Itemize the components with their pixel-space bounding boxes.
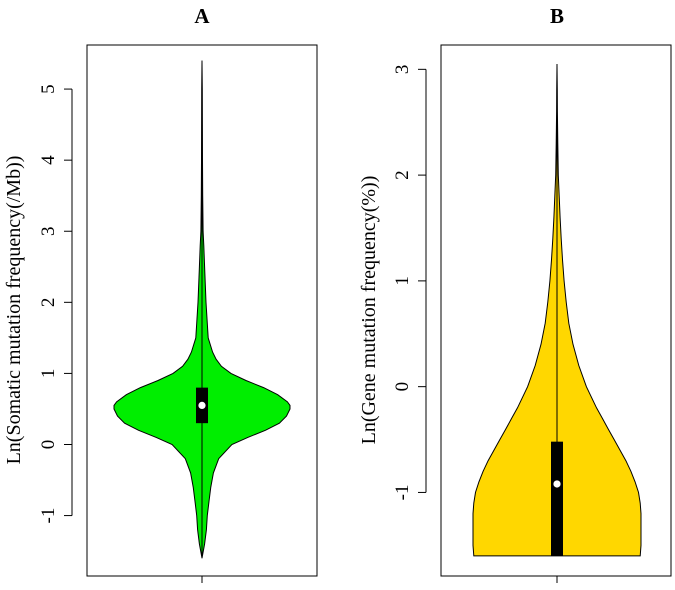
panel-a-y-tick-label: -1 xyxy=(38,508,59,524)
panel-b-y-tick-label: 1 xyxy=(392,276,413,286)
panel-a: A -1 0 1 2 3 4 5 Ln(Somatic mutation frequency… xyxy=(3,4,318,583)
panel-a-title: A xyxy=(194,4,210,28)
panel-a-y-tick-label: 2 xyxy=(38,298,59,308)
panel-b: B -1 0 1 2 3 Ln(Gene mutation frequency(%)) xyxy=(358,4,672,583)
panel-b-median-point xyxy=(553,480,561,488)
panel-b-y-tick-label: 0 xyxy=(392,382,413,392)
panel-a-y-tick-label: 4 xyxy=(38,155,59,165)
panel-b-iqr-box xyxy=(551,441,563,556)
panel-b-title: B xyxy=(550,4,564,28)
panel-b-violin xyxy=(472,63,642,557)
panel-a-median-point xyxy=(198,401,206,409)
panel-a-y-axis: -1 0 1 2 3 4 5 xyxy=(38,84,73,524)
panel-a-y-tick-label: 5 xyxy=(38,84,59,94)
panel-b-y-tick-label: 2 xyxy=(392,170,413,180)
panel-b-y-axis-label: Ln(Gene mutation frequency(%)) xyxy=(358,176,380,445)
panel-a-y-tick-label: 1 xyxy=(38,369,59,379)
panel-b-plot-frame xyxy=(440,44,672,577)
panel-a-y-tick-label: 0 xyxy=(38,440,59,450)
panel-b-y-axis: -1 0 1 2 3 xyxy=(392,65,427,501)
panel-b-y-tick-label: -1 xyxy=(392,485,413,501)
panel-a-y-axis-label: Ln(Somatic mutation frequency(/Mb)) xyxy=(3,156,25,465)
panel-a-violin xyxy=(113,60,291,559)
panel-a-y-tick-label: 3 xyxy=(38,226,59,236)
panel-b-y-tick-label: 3 xyxy=(392,65,413,75)
